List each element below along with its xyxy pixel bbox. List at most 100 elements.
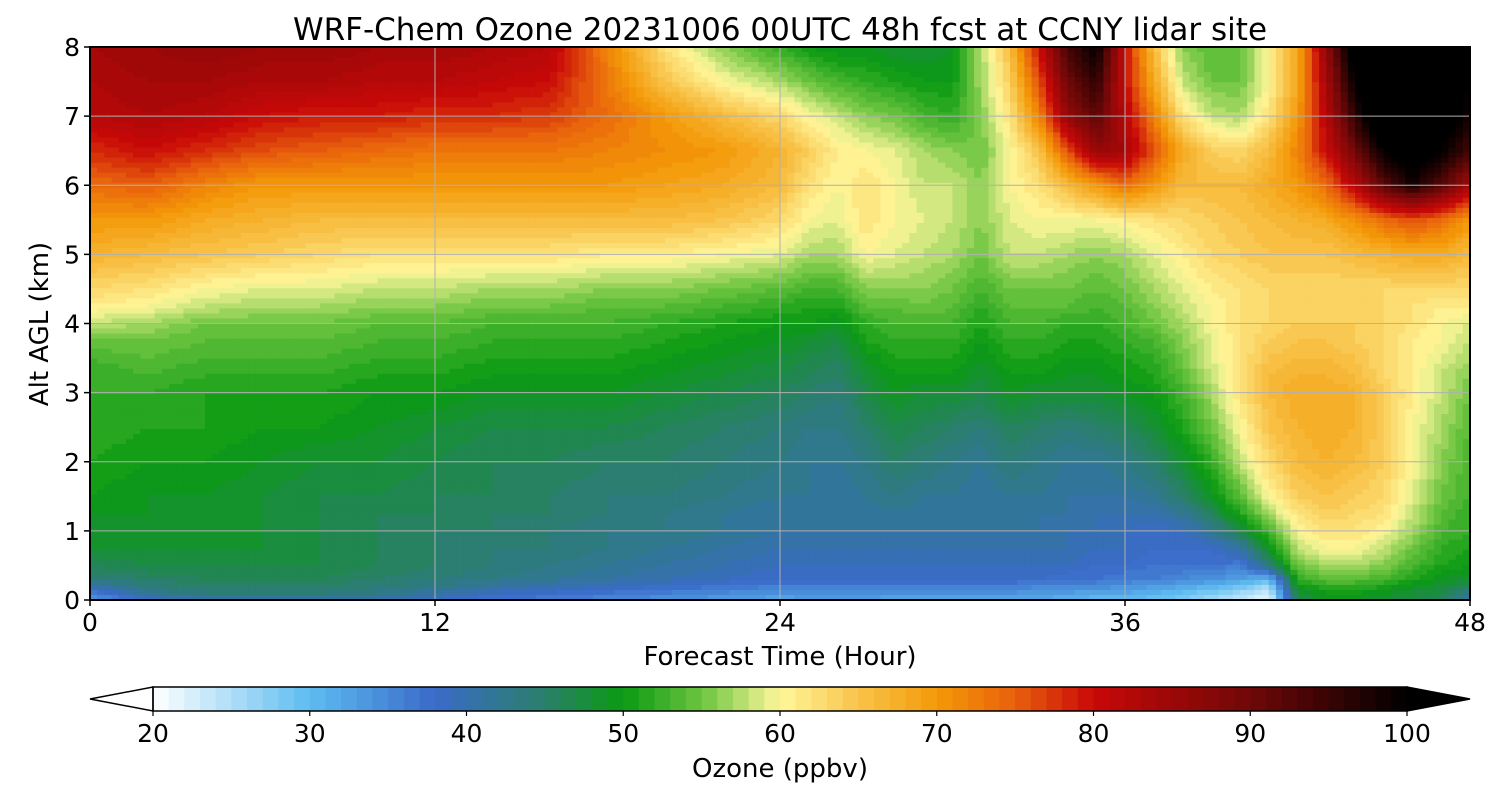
field-cell [190,72,199,78]
field-cell [801,82,810,88]
field-cell [499,167,508,174]
field-cell [902,67,910,73]
field-cell [679,72,688,78]
field-cell [823,107,831,113]
field-cell [665,67,673,73]
field-cell [478,122,486,129]
field-cell [327,132,335,139]
field-cell [377,137,386,144]
field-cell [1038,152,1047,159]
field-cell [557,92,565,98]
field-cell [406,122,415,129]
field-cell [621,97,630,103]
field-cell [1232,92,1241,98]
field-cell [1290,47,1299,53]
field-cell [952,72,961,78]
field-cell [902,152,910,159]
field-cell [470,102,479,108]
field-cell [1383,162,1392,169]
field-cell [1362,142,1370,149]
field-cell [916,47,925,53]
field-cell [370,47,379,53]
field-cell [1225,82,1234,88]
field-cell [456,162,465,169]
field-cell [97,82,105,88]
field-cell [1081,102,1090,108]
field-cell [1204,137,1212,144]
field-cell [938,92,946,98]
field-cell [1017,147,1025,154]
field-cell [1268,97,1277,103]
field-cell [478,167,486,174]
field-cell [1232,162,1241,169]
field-cell [492,137,501,144]
field-cell [1103,52,1112,58]
field-cell [643,97,652,103]
field-cell [248,152,256,159]
field-cell [1125,72,1133,78]
field-cell [334,167,343,174]
field-cell [1441,97,1450,103]
field-cell [1326,122,1335,129]
field-cell [363,67,371,73]
field-cell [1333,107,1342,113]
field-cell [506,77,515,83]
field-cell [1175,142,1184,149]
field-cell [1081,62,1090,68]
field-cell [1326,52,1335,58]
field-cell [1290,117,1299,124]
field-cell [298,57,307,63]
field-cell [729,57,738,63]
field-cell [492,97,501,103]
field-cell [815,47,824,53]
field-cell [1225,152,1234,159]
field-cell [988,82,997,88]
field-cell [449,132,458,139]
field-cell [1031,77,1040,83]
field-cell [887,102,896,108]
field-cell [729,62,738,68]
field-cell [212,87,220,93]
field-cell [1275,102,1284,108]
field-cell [729,137,738,144]
field-cell [334,157,343,164]
field-cell [1369,152,1378,159]
field-cell [406,117,415,124]
field-cell [1002,62,1011,68]
field-cell [1426,122,1435,129]
field-cell [427,127,436,134]
field-cell [363,122,371,129]
field-cell [1132,142,1140,149]
field-cell [528,117,537,124]
field-cell [1419,77,1428,83]
field-cell [470,77,479,83]
field-cell [1053,52,1061,58]
field-cell [1038,102,1047,108]
field-cell [176,97,185,103]
field-cell [815,57,824,63]
field-cell [787,142,795,149]
field-cell [1240,172,1248,179]
field-cell [1045,152,1054,159]
field-cell [844,102,853,108]
field-cell [1355,147,1363,154]
field-cell [1369,132,1378,139]
field-cell [1333,142,1342,149]
field-cell [672,132,680,139]
field-cell [291,52,300,58]
field-cell [463,157,472,164]
field-cell [391,112,400,118]
field-cell [952,47,961,53]
field-cell [945,127,954,134]
field-cell [276,77,285,83]
field-cell [729,107,738,113]
field-cell [1211,132,1220,139]
field-cell [1326,57,1335,63]
field-cell [327,57,335,63]
field-cell [880,162,889,169]
field-cell [1311,127,1320,134]
field-cell [1175,72,1184,78]
field-cell [981,117,990,124]
field-cell [478,107,486,113]
field-cell [715,87,724,93]
